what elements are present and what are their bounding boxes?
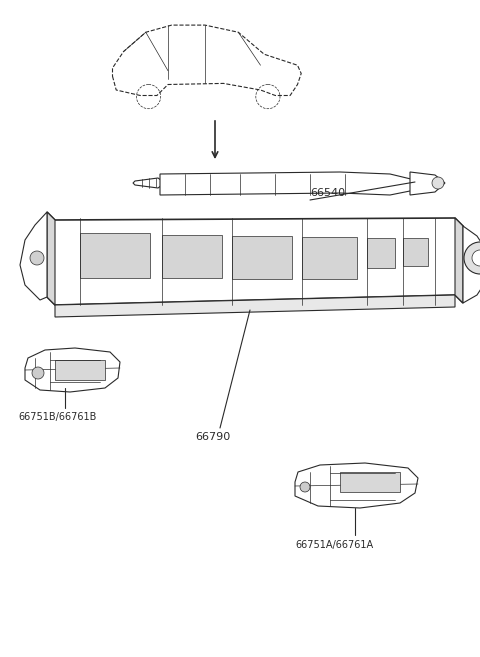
Bar xyxy=(302,237,357,279)
Polygon shape xyxy=(133,178,165,188)
Bar xyxy=(55,360,105,380)
Polygon shape xyxy=(47,212,463,305)
Bar xyxy=(162,235,222,278)
Text: 66751B/66761B: 66751B/66761B xyxy=(18,412,96,422)
Circle shape xyxy=(432,177,444,189)
Polygon shape xyxy=(463,226,480,303)
Bar xyxy=(367,238,395,268)
Circle shape xyxy=(30,251,44,265)
Polygon shape xyxy=(410,172,445,195)
Bar xyxy=(403,238,428,266)
Text: 66751A/66761A: 66751A/66761A xyxy=(295,540,373,550)
Polygon shape xyxy=(455,218,463,303)
Text: 66790: 66790 xyxy=(195,432,230,442)
Bar xyxy=(340,472,400,492)
Circle shape xyxy=(464,242,480,274)
Circle shape xyxy=(32,367,44,379)
Polygon shape xyxy=(20,212,47,300)
Circle shape xyxy=(300,482,310,492)
Polygon shape xyxy=(47,212,55,305)
Bar xyxy=(80,233,150,278)
Polygon shape xyxy=(55,295,455,317)
Polygon shape xyxy=(295,463,418,508)
Circle shape xyxy=(472,250,480,266)
Bar xyxy=(232,236,292,279)
Polygon shape xyxy=(160,172,415,195)
Polygon shape xyxy=(25,348,120,392)
Text: 66540: 66540 xyxy=(310,188,345,198)
